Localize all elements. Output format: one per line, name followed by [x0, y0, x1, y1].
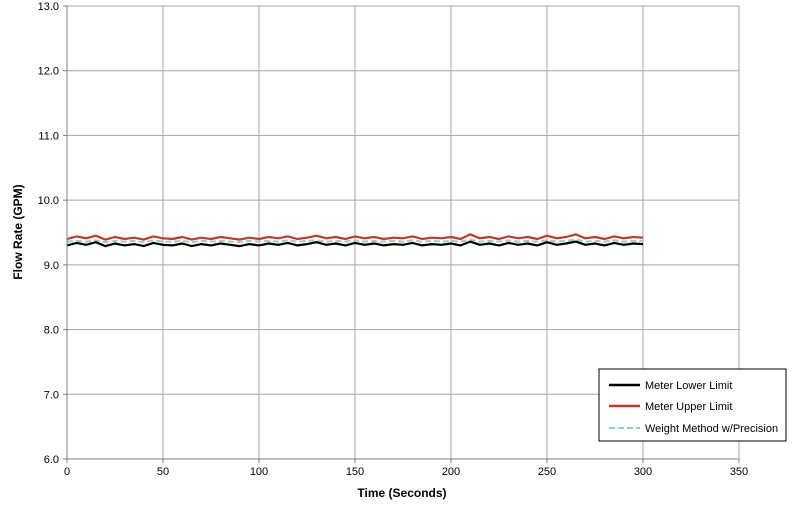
legend-label-weight-method: Weight Method w/Precision: [645, 423, 778, 435]
y-tick-label: 10.0: [38, 195, 59, 207]
legend: Meter Lower Limit Meter Upper Limit Weig…: [598, 368, 787, 442]
y-tick-label: 11.0: [38, 130, 59, 142]
x-tick-label: 150: [346, 466, 364, 478]
series-lines: [66, 233, 644, 248]
legend-label-lower-limit: Meter Lower Limit: [645, 380, 732, 392]
x-tick-label: 200: [442, 466, 460, 478]
x-tick-label: 300: [634, 466, 652, 478]
y-tick-label: 12.0: [38, 66, 59, 78]
y-tick-label: 6.0: [44, 454, 59, 466]
x-tick-label: 100: [250, 466, 268, 478]
x-tick-label: 250: [538, 466, 556, 478]
y-axis-label: Flow Rate (GPM): [11, 184, 25, 279]
grid: [66, 5, 740, 460]
series-line-meter-lower-limit: [66, 240, 644, 248]
y-tick-label: 13.0: [38, 1, 59, 13]
legend-label-upper-limit: Meter Upper Limit: [645, 401, 732, 413]
y-tick-label: 9.0: [44, 260, 59, 272]
x-tick-label: 350: [730, 466, 748, 478]
axes: 0 50 100 150 200 250 300 350 6.0 7.0 8.0 9.0 10.0 11.…: [38, 1, 749, 478]
series-line-weight-method-w-precision: [66, 238, 643, 244]
y-tick-label: 8.0: [44, 325, 59, 337]
x-tick-label: 50: [157, 466, 169, 478]
x-axis-label: Time (Seconds): [357, 486, 446, 500]
series-line-meter-upper-limit: [66, 233, 644, 241]
y-tick-label: 7.0: [44, 389, 59, 401]
x-tick-label: 0: [64, 466, 70, 478]
